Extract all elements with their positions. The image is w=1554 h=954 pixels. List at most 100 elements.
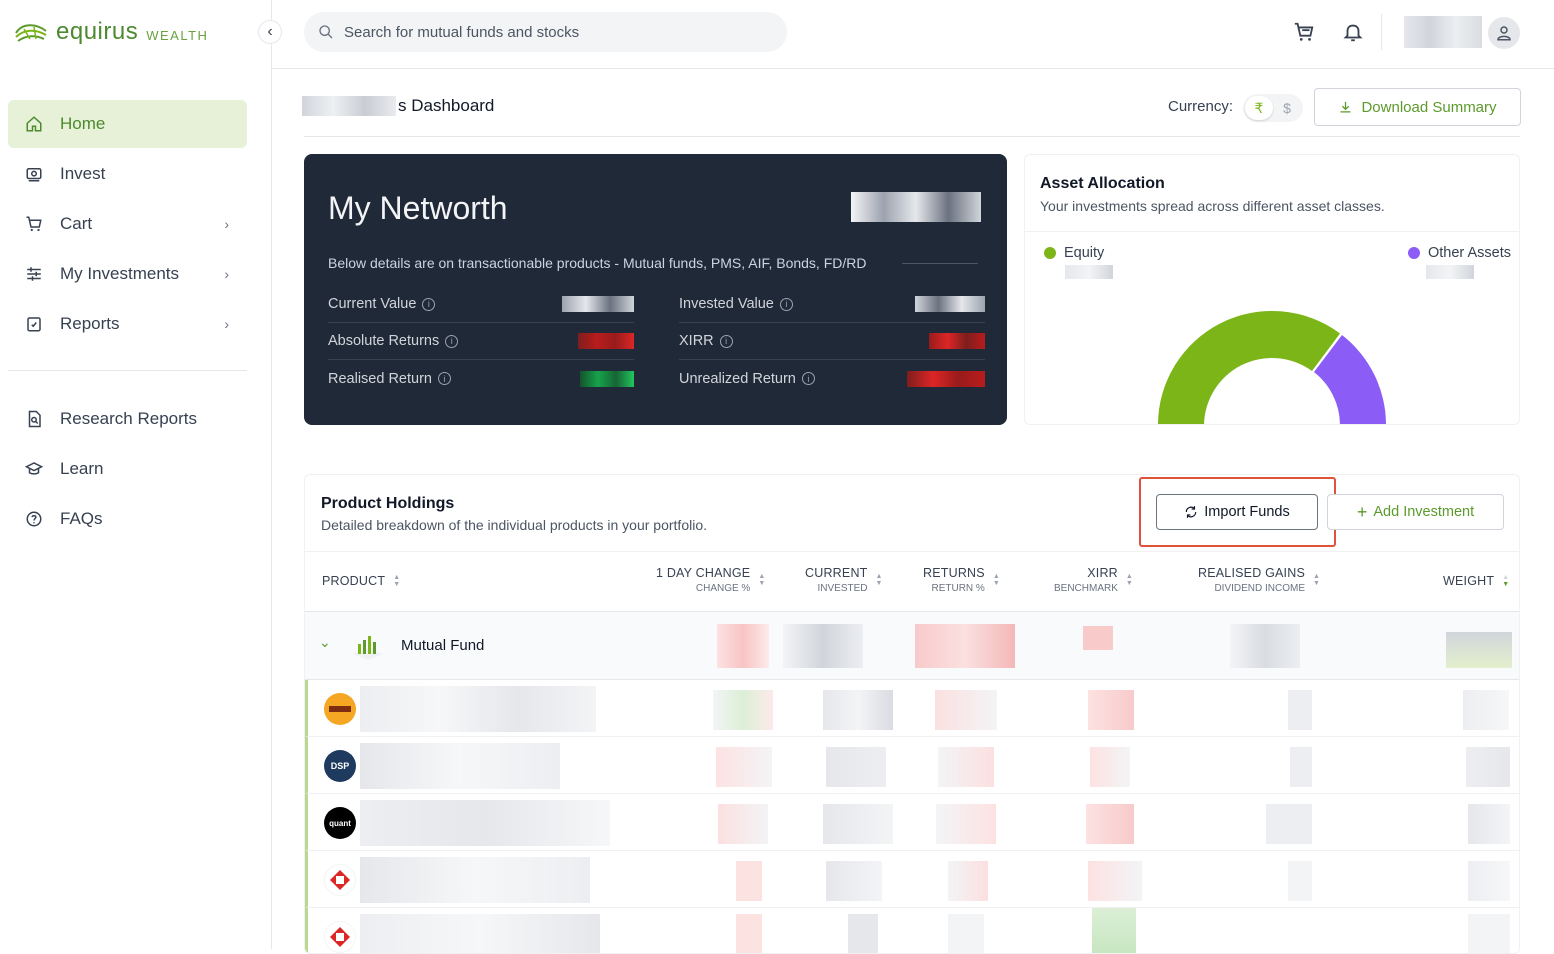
- redacted-cell: [1288, 861, 1312, 901]
- redacted-cell: [1090, 747, 1130, 787]
- column-header-xirr[interactable]: XIRR BENCHMARK ▲ ▼: [1054, 566, 1133, 594]
- top-bar: [272, 0, 1554, 69]
- current-value-row: Current Value i: [328, 286, 634, 323]
- search-bar[interactable]: [304, 12, 787, 52]
- nav-divider: [8, 370, 247, 371]
- metric-label: Realised Return: [328, 370, 432, 387]
- avatar[interactable]: [1488, 17, 1520, 49]
- redacted-cell: [1290, 747, 1312, 787]
- header-divider: [1381, 14, 1382, 50]
- redacted-cell: [823, 690, 893, 730]
- holdings-table-header: PRODUCT ▲ ▼ 1 DAY CHANGE CHANGE % ▲ ▼ CURRE…: [305, 551, 1519, 612]
- cart-icon: [1294, 22, 1314, 41]
- value-redacted: [580, 370, 634, 387]
- holdings-title: Product Holdings: [321, 495, 455, 512]
- networth-value-redacted: [851, 192, 981, 222]
- chevron-right-icon: ›: [224, 266, 229, 282]
- networth-card: My Networth Below details are on transac…: [304, 154, 1007, 425]
- unrealized-return-row: Unrealized Return i: [679, 360, 985, 397]
- info-icon[interactable]: i: [779, 297, 793, 311]
- sidebar-item-label: Research Reports: [60, 409, 198, 428]
- sidebar-item-cart[interactable]: Cart ›: [8, 200, 247, 248]
- fund-name-redacted: [360, 686, 596, 732]
- add-investment-button[interactable]: + Add Investment: [1327, 494, 1504, 530]
- refresh-icon: [1186, 506, 1197, 518]
- column-header-product[interactable]: PRODUCT ▲ ▼: [322, 574, 401, 588]
- invest-icon: [24, 164, 44, 184]
- column-header-returns[interactable]: RETURNS RETURN % ▲ ▼: [923, 566, 1000, 594]
- fund-row[interactable]: [305, 908, 1519, 953]
- value-redacted: [915, 296, 985, 312]
- redacted-cell: [717, 624, 769, 668]
- column-header-realised-gains[interactable]: REALISED GAINS DIVIDEND INCOME ▲ ▼: [1198, 566, 1320, 594]
- legend-value-redacted: [1065, 265, 1113, 279]
- mutual-fund-label: Mutual Fund: [401, 637, 485, 654]
- asset-allocation-divider: [1025, 231, 1519, 232]
- logo-leaf-icon: [15, 24, 47, 42]
- redacted-cell: [826, 747, 886, 787]
- fund-house-logo: [324, 693, 356, 725]
- brand-logo[interactable]: equirus WEALTH: [14, 18, 208, 46]
- redacted-cell: [1468, 804, 1510, 844]
- mutual-fund-group-row[interactable]: ⌄ Mutual Fund: [305, 612, 1519, 680]
- redacted-cell: [1092, 908, 1136, 953]
- collapse-sidebar-button[interactable]: ‹: [258, 20, 282, 44]
- sidebar-item-home[interactable]: Home: [8, 100, 247, 148]
- currency-option-usd[interactable]: $: [1283, 100, 1291, 116]
- sidebar-item-invest[interactable]: Invest: [8, 150, 247, 198]
- redacted-cell: [1086, 804, 1134, 844]
- currency-label: Currency:: [1168, 98, 1234, 115]
- info-icon[interactable]: i: [719, 334, 733, 348]
- download-icon: [1340, 101, 1351, 112]
- realised-return-row: Realised Return i: [328, 360, 634, 397]
- column-header-weight[interactable]: WEIGHT ▲ ▼: [1443, 574, 1510, 588]
- graduation-cap-icon: [24, 459, 44, 479]
- fund-row[interactable]: [305, 680, 1519, 737]
- chevron-down-icon[interactable]: ⌄: [319, 634, 331, 650]
- currency-option-inr[interactable]: ₹: [1245, 96, 1273, 120]
- column-header-current[interactable]: CURRENT INVESTED ▲ ▼: [805, 566, 883, 594]
- metric-label: Invested Value: [679, 296, 774, 312]
- sidebar-item-research-reports[interactable]: Research Reports: [8, 395, 247, 443]
- notifications-button[interactable]: [1340, 19, 1366, 45]
- sidebar-item-label: Cart: [60, 214, 93, 233]
- redacted-cell: [1266, 804, 1312, 844]
- sidebar-item-faqs[interactable]: FAQs: [8, 495, 247, 543]
- sidebar-item-label: FAQs: [60, 509, 103, 528]
- fund-house-logo: quant: [324, 807, 356, 839]
- legend-other-assets[interactable]: Other Assets: [1408, 245, 1511, 261]
- donut-segment-equity: [1158, 311, 1340, 424]
- fund-row[interactable]: [305, 851, 1519, 908]
- fund-name-redacted: [360, 800, 610, 846]
- info-icon[interactable]: i: [801, 372, 815, 385]
- column-header-1day-change[interactable]: 1 DAY CHANGE CHANGE % ▲ ▼: [656, 566, 766, 594]
- download-summary-label: Download Summary: [1361, 98, 1497, 116]
- sidebar-item-label: Reports: [60, 314, 120, 333]
- allocation-donut-chart[interactable]: [1156, 310, 1388, 425]
- sidebar-item-learn[interactable]: Learn: [8, 445, 247, 493]
- fund-row[interactable]: DSP: [305, 737, 1519, 794]
- redacted-cell: [826, 861, 882, 901]
- cart-button[interactable]: [1291, 19, 1317, 45]
- redacted-cell: [848, 914, 878, 953]
- download-summary-button[interactable]: Download Summary: [1314, 88, 1521, 126]
- info-icon[interactable]: i: [422, 297, 436, 311]
- search-input[interactable]: [344, 23, 764, 41]
- metric-label: XIRR: [679, 333, 714, 349]
- sidebar-item-my-investments[interactable]: My Investments ›: [8, 250, 247, 298]
- redacted-cell: [1466, 747, 1510, 787]
- redacted-cell: [1288, 690, 1312, 730]
- sort-icon: ▲ ▼: [875, 573, 883, 587]
- legend-equity[interactable]: Equity: [1044, 245, 1104, 261]
- user-name-redacted: [302, 96, 396, 116]
- fund-row[interactable]: quant: [305, 794, 1519, 851]
- info-icon[interactable]: i: [437, 372, 451, 385]
- info-icon[interactable]: i: [445, 334, 459, 348]
- currency-toggle[interactable]: ₹ $: [1243, 94, 1303, 122]
- page-title-text: s Dashboard: [398, 96, 495, 115]
- import-funds-button[interactable]: Import Funds: [1156, 494, 1318, 530]
- invested-value-row: Invested Value i: [679, 286, 985, 323]
- sidebar-item-reports[interactable]: Reports ›: [8, 300, 247, 348]
- fund-house-diamond-icon: [330, 870, 350, 890]
- sidebar: equirus WEALTH Home Invest Cart ›: [0, 0, 272, 949]
